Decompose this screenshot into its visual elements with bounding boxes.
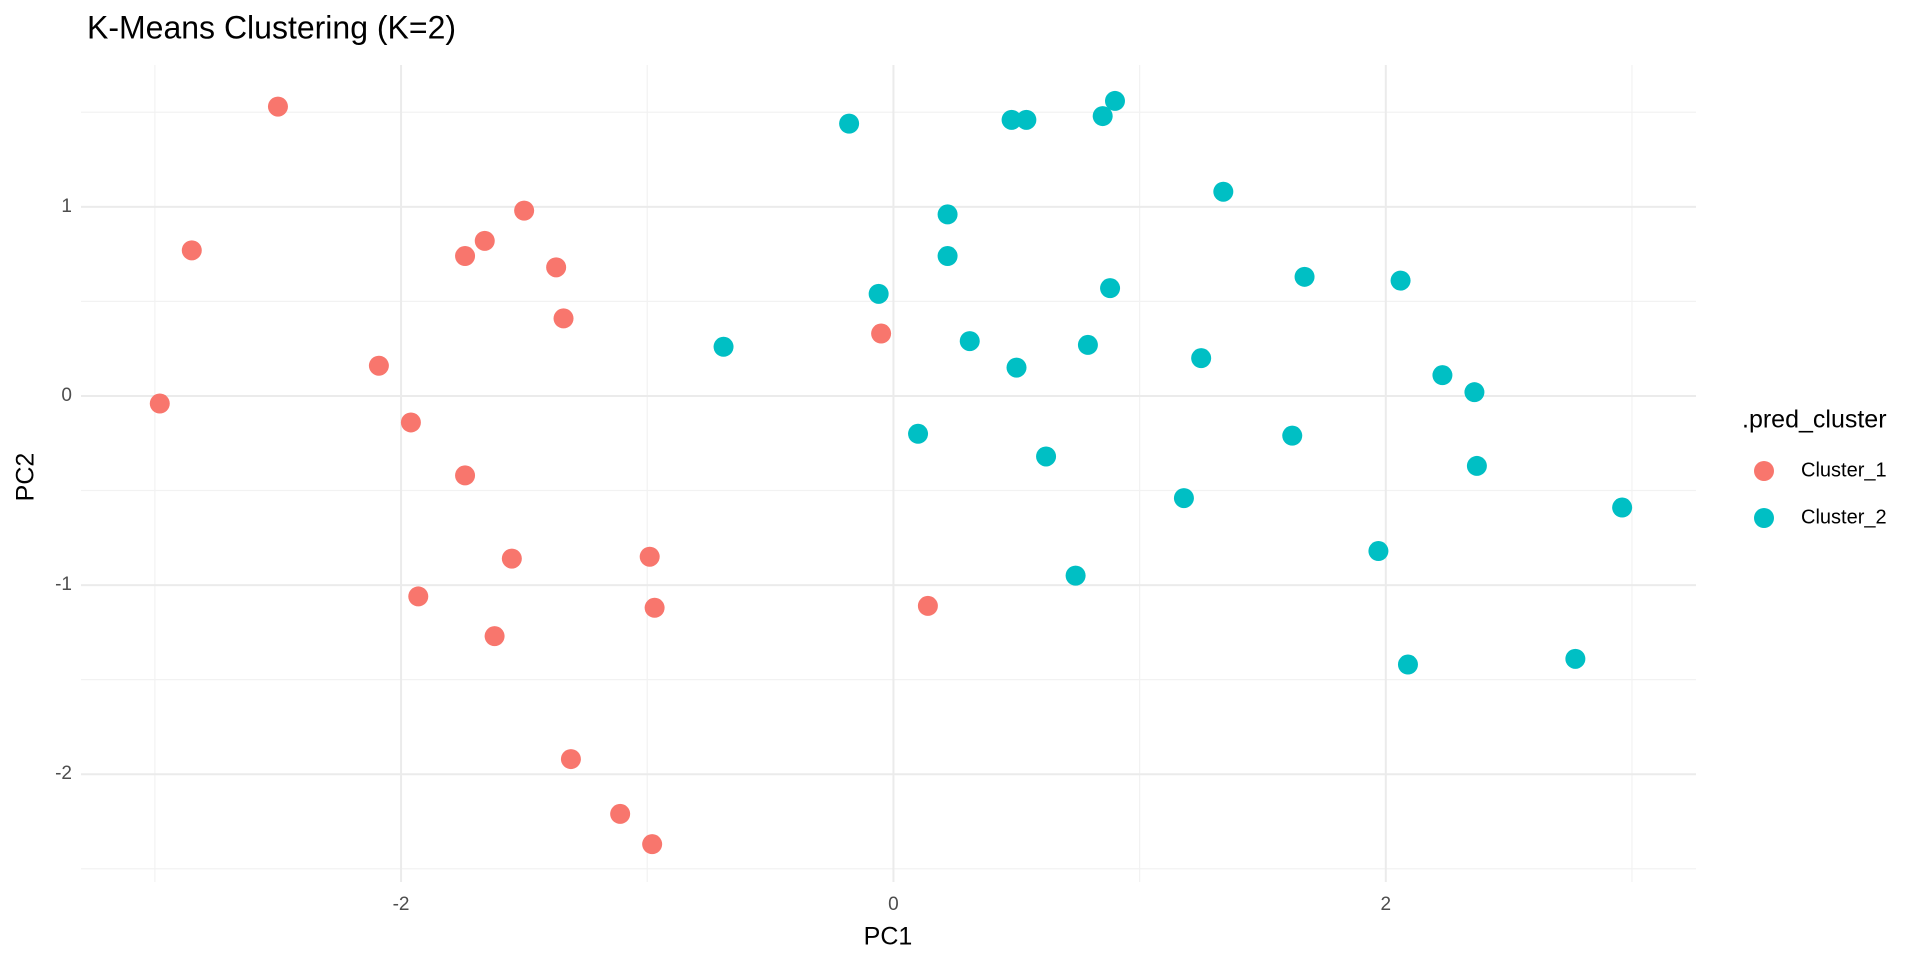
point xyxy=(1464,382,1485,403)
point xyxy=(455,465,476,486)
point xyxy=(553,308,574,329)
point xyxy=(1036,446,1057,467)
point xyxy=(1173,488,1194,509)
legend-label: Cluster_2 xyxy=(1801,506,1887,528)
point xyxy=(1466,455,1487,476)
point xyxy=(1390,270,1411,291)
point xyxy=(871,323,892,344)
point xyxy=(1397,654,1418,675)
point xyxy=(546,257,567,278)
point xyxy=(1565,648,1586,669)
point xyxy=(642,834,663,855)
point xyxy=(1016,109,1037,130)
point xyxy=(908,423,929,444)
y-tick-label: -1 xyxy=(55,574,72,595)
point xyxy=(1294,266,1315,287)
legend-key xyxy=(1754,508,1774,528)
point xyxy=(1191,348,1212,369)
point xyxy=(839,113,860,134)
x-tick-label: 0 xyxy=(888,894,899,915)
chart-title: K-Means Clustering (K=2) xyxy=(87,9,456,45)
point xyxy=(267,96,288,117)
point xyxy=(937,204,958,225)
x-axis-title: PC1 xyxy=(864,923,913,951)
point xyxy=(1065,565,1086,586)
point xyxy=(1077,334,1098,355)
point xyxy=(474,230,495,251)
point xyxy=(501,548,522,569)
point xyxy=(644,597,665,618)
x-tick-label: -2 xyxy=(393,894,410,915)
point xyxy=(1001,109,1022,130)
point xyxy=(400,412,421,433)
point xyxy=(484,626,505,647)
point xyxy=(455,246,476,267)
point xyxy=(1006,357,1027,378)
point xyxy=(1104,90,1125,111)
point xyxy=(959,331,980,352)
point xyxy=(1612,497,1633,518)
point xyxy=(1213,181,1234,202)
legend-label: Cluster_1 xyxy=(1801,459,1887,481)
point xyxy=(514,200,535,221)
point xyxy=(368,355,389,376)
y-tick-label: 1 xyxy=(61,196,72,217)
point xyxy=(937,246,958,267)
point xyxy=(1368,541,1389,562)
legend-title: .pred_cluster xyxy=(1742,406,1887,434)
point xyxy=(713,336,734,357)
point xyxy=(639,546,660,567)
y-tick-label: -2 xyxy=(55,763,72,784)
legend-key xyxy=(1754,461,1774,481)
point xyxy=(1100,278,1121,299)
point xyxy=(149,393,170,414)
point xyxy=(917,595,938,616)
x-tick-label: 2 xyxy=(1381,894,1392,915)
point xyxy=(1092,106,1113,127)
point xyxy=(610,803,631,824)
point xyxy=(560,749,581,770)
y-tick-label: 0 xyxy=(61,385,72,406)
point xyxy=(868,283,889,304)
point xyxy=(1432,365,1453,386)
point xyxy=(408,586,429,607)
y-axis-title: PC2 xyxy=(12,453,40,502)
point xyxy=(181,240,202,261)
point xyxy=(1282,425,1303,446)
